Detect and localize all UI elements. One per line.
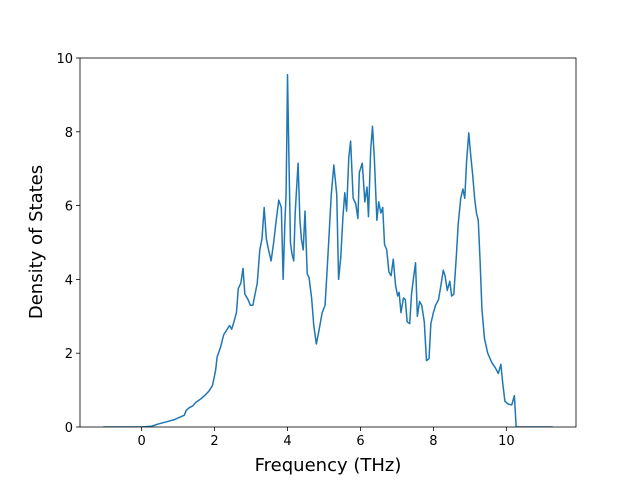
x-tick-label: 4	[283, 434, 291, 449]
line	[103, 73, 553, 427]
x-tick-label: 6	[356, 434, 364, 449]
y-tick-label: 8	[65, 126, 73, 141]
x-axis-label: Frequency (THz)	[255, 455, 402, 476]
x-tick-label: 8	[429, 434, 437, 449]
y-axis-label: Density of States	[26, 165, 47, 319]
y-tick-label: 10	[56, 52, 73, 67]
y-tick-label: 0	[65, 421, 73, 436]
y-tick-label: 6	[65, 200, 73, 215]
x-tick-label: 2	[210, 434, 218, 449]
x-tick-label: 0	[137, 434, 145, 449]
y-tick-label: 4	[65, 273, 73, 288]
y-tick-label: 2	[65, 347, 73, 362]
plot-frame	[79, 57, 577, 428]
x-tick-label: 10	[498, 434, 515, 449]
